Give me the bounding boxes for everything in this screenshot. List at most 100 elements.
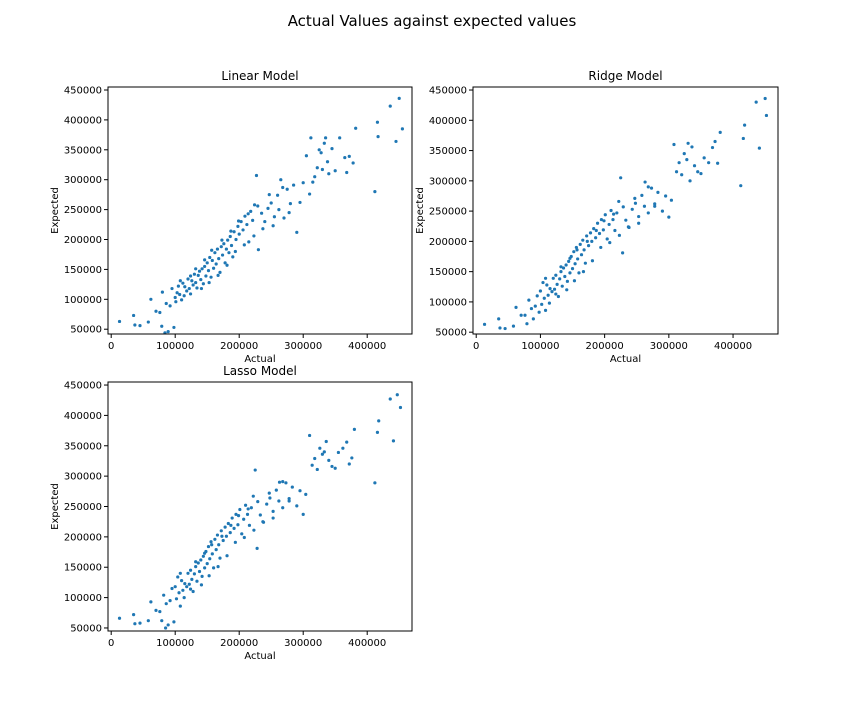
scatter-point <box>251 218 255 222</box>
scatter-point <box>351 161 355 165</box>
scatter-point <box>317 148 321 152</box>
scatter-point <box>592 227 596 231</box>
scatter-point <box>117 319 122 324</box>
scatter-point <box>498 326 502 330</box>
scatter-point <box>588 231 593 235</box>
y-tick-label: 450000 <box>429 86 467 97</box>
x-tick-label: 200000 <box>220 638 258 649</box>
scatter-point <box>229 523 233 527</box>
scatter-point <box>295 230 299 234</box>
x-tick-label: 200000 <box>586 341 624 352</box>
scatter-point <box>252 528 256 532</box>
scatter-point <box>208 557 212 561</box>
scatter-point <box>558 277 562 281</box>
scatter-point <box>249 506 253 510</box>
scatter-point <box>178 292 182 297</box>
y-tick-label: 400000 <box>429 116 467 127</box>
x-tick-label: 0 <box>473 341 479 352</box>
scatter-point <box>207 574 211 578</box>
scatter-point <box>570 267 575 271</box>
scatter-point <box>702 156 706 160</box>
scatter-point <box>223 525 227 529</box>
scatter-point <box>552 287 557 291</box>
y-tick-label: 50000 <box>435 328 467 339</box>
x-tick-label: 100000 <box>521 341 559 352</box>
scatter-point <box>613 228 617 233</box>
scatter-point <box>197 269 202 273</box>
scatter-point <box>319 151 323 155</box>
scatter-point <box>315 467 319 472</box>
scatter-point <box>246 212 250 216</box>
scatter-point <box>626 225 630 229</box>
scatter-point <box>188 587 193 591</box>
scatter-point <box>256 204 260 208</box>
y-tick-label: 250000 <box>429 207 467 218</box>
scatter-point <box>206 269 211 273</box>
scatter-point <box>347 462 351 466</box>
scatter-point <box>242 517 246 521</box>
scatter-point <box>707 161 711 165</box>
scatter-point <box>288 202 292 206</box>
scatter-point <box>271 516 275 520</box>
scatter-point <box>567 259 571 263</box>
scatter-point <box>158 310 162 315</box>
scatter-point <box>621 205 625 209</box>
scatter-point <box>680 173 684 177</box>
scatter-point <box>242 535 246 540</box>
y-tick-label: 100000 <box>64 295 102 306</box>
y-tick-label: 450000 <box>64 381 102 392</box>
scatter-point <box>555 282 559 286</box>
scatter-point <box>190 279 194 283</box>
x-tick-label: 100000 <box>156 638 194 649</box>
scatter-point <box>350 456 354 460</box>
scatter-point <box>547 301 552 305</box>
scatter-point <box>757 146 761 150</box>
scatter-point <box>542 296 546 300</box>
scatter-point <box>149 600 153 604</box>
scatter-point <box>220 253 225 257</box>
scatter-point <box>229 229 233 233</box>
scatter-point <box>559 265 563 269</box>
scatter-point <box>572 250 576 254</box>
scatter-point <box>209 275 213 279</box>
scatter-point <box>227 251 231 255</box>
y-tick-label: 350000 <box>429 146 467 157</box>
scatter-point <box>228 531 232 535</box>
scatter-point <box>308 433 312 438</box>
scatter-point <box>180 298 184 302</box>
x-axis-label: Actual <box>244 651 275 662</box>
scatter-point <box>219 245 223 249</box>
scatter-point <box>271 224 275 228</box>
scatter-point <box>527 298 531 302</box>
scatter-point <box>581 238 585 242</box>
scatter-point <box>269 201 273 205</box>
plot-frame <box>107 381 413 632</box>
scatter-point <box>287 499 291 503</box>
scatter-point <box>132 313 136 318</box>
scatter-point <box>182 294 186 298</box>
scatter-point <box>325 160 330 164</box>
scatter-point <box>215 533 220 537</box>
x-tick-label: 300000 <box>650 341 688 352</box>
y-tick-label: 350000 <box>64 441 102 452</box>
scatter-point <box>164 301 168 306</box>
x-axis-label: Actual <box>244 354 275 365</box>
scatter-point <box>199 583 204 587</box>
scatter-point <box>660 209 665 213</box>
scatter-point <box>559 270 563 274</box>
scatter-point <box>582 248 586 252</box>
scatter-point <box>311 180 315 184</box>
subplot-title: Lasso Model <box>223 364 297 378</box>
scatter-point <box>175 291 179 295</box>
scatter-point <box>677 161 681 165</box>
y-tick-label: 250000 <box>64 502 102 513</box>
scatter-point <box>630 207 634 211</box>
scatter-point <box>633 196 637 200</box>
scatter-point <box>333 169 337 173</box>
scatter-point <box>199 277 203 282</box>
scatter-point <box>281 185 285 190</box>
scatter-point <box>210 258 214 263</box>
scatter-point <box>599 217 604 222</box>
scatter-point <box>400 127 404 131</box>
scatter-point <box>336 450 340 455</box>
